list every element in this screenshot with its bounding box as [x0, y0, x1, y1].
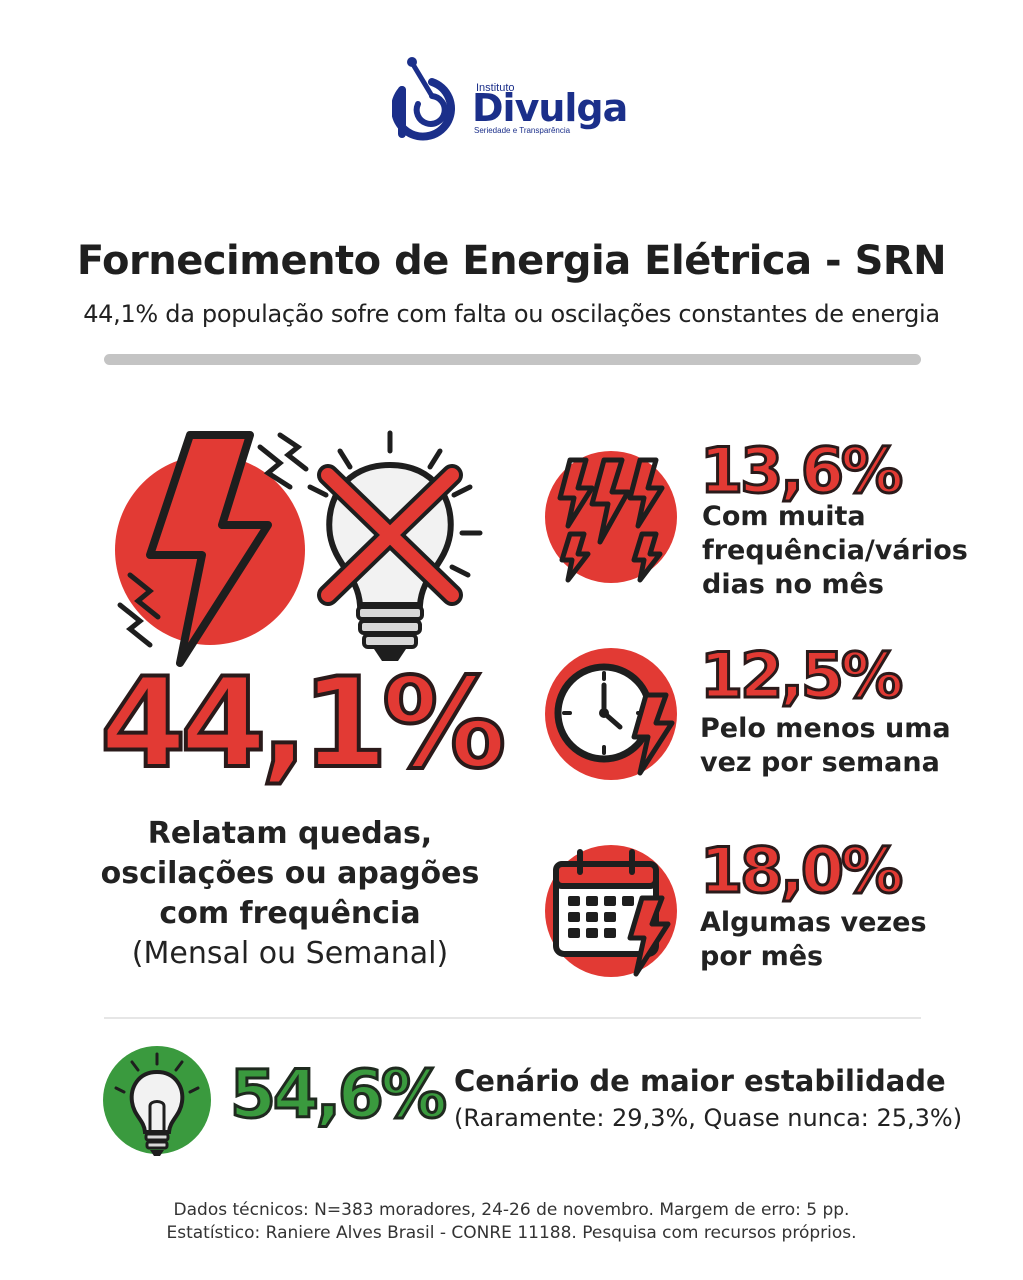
page-title: Fornecimento de Energia Elétrica - SRN	[76, 238, 947, 284]
logo-name: Divulga	[472, 86, 628, 130]
lightbulb-icon	[103, 1046, 211, 1156]
main-description-line: com frequência	[159, 896, 421, 931]
stable-subtitle: (Raramente: 29,3%, Quase nunca: 25,3%)	[454, 1104, 963, 1132]
main-description-line: Relatam quedas,	[147, 816, 433, 851]
stat-percentage: 13,6%	[698, 434, 904, 507]
stat-percentage: 18,0%	[698, 834, 904, 907]
footnote-line: Dados técnicos: N=383 moradores, 24-26 d…	[173, 1200, 850, 1220]
logo-tagline: Seriedade e Transparência	[474, 126, 571, 135]
stable-title: Cenário de maior estabilidade	[454, 1064, 946, 1098]
lightning-bolt-icon	[115, 431, 309, 667]
logo-top-text: Instituto	[476, 82, 515, 94]
footnote-line: Estatístico: Raniere Alves Brasil - CONR…	[166, 1223, 857, 1243]
calendar-lightning-icon	[545, 845, 677, 977]
main-percentage: 44,1%	[98, 652, 508, 796]
crossed-lightbulb-icon	[307, 430, 483, 661]
stat-label: Algumas vezes por mês	[700, 907, 927, 972]
stat-label: Com muita frequência/vários dias no mês	[702, 501, 968, 600]
multiple-lightning-icon	[545, 451, 677, 583]
main-description-line: oscilações ou apagões	[100, 856, 480, 891]
stat-label: Pelo menos uma vez por semana	[700, 713, 951, 778]
logo-icon	[392, 57, 455, 141]
stable-percentage: 54,6%	[229, 1056, 449, 1133]
clock-lightning-icon	[545, 648, 677, 780]
divider	[104, 354, 921, 365]
stat-percentage: 12,5%	[698, 639, 904, 712]
main-description-line: (Mensal ou Semanal)	[131, 936, 449, 971]
page-subtitle: 44,1% da população sofre com falta ou os…	[83, 300, 940, 328]
divider	[104, 1017, 921, 1019]
